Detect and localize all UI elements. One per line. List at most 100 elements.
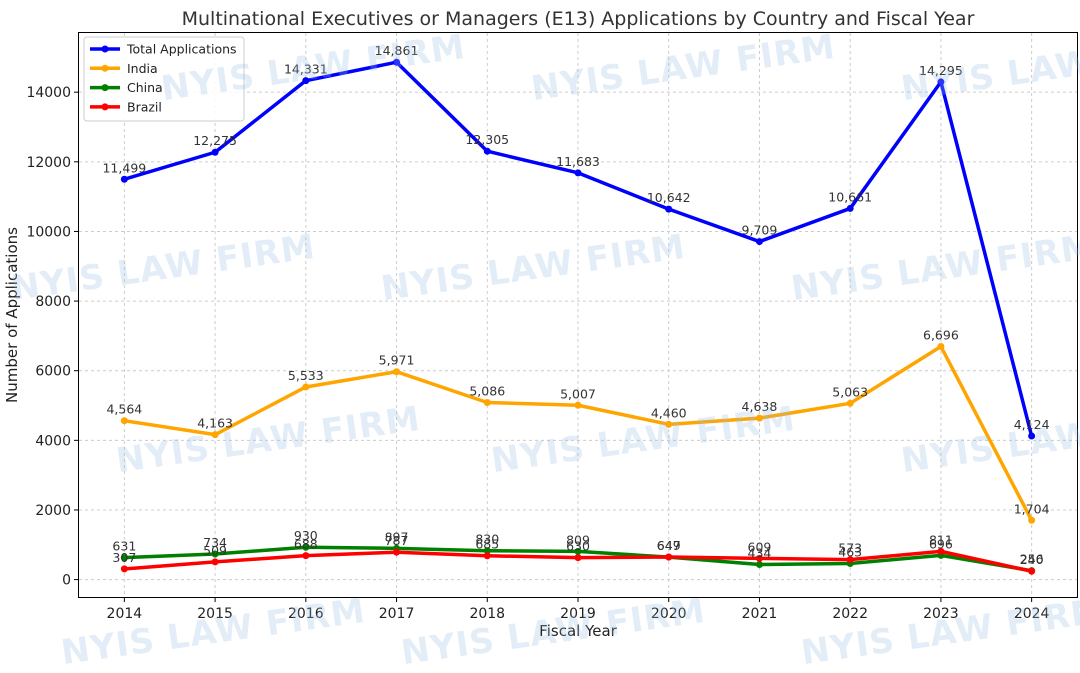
data-label: 811 (929, 532, 953, 547)
data-label: 11,683 (556, 154, 600, 169)
x-tick-label: 2017 (379, 606, 415, 622)
data-label: 5,086 (469, 384, 505, 399)
data-point (665, 420, 673, 428)
legend-marker (101, 45, 109, 53)
data-point (120, 417, 128, 425)
data-point (846, 204, 854, 212)
data-point (393, 58, 401, 66)
data-label: 696 (929, 536, 953, 551)
data-label: 5,063 (832, 384, 868, 399)
data-label: 9,709 (742, 223, 778, 238)
data-point (302, 77, 310, 85)
data-point (846, 556, 854, 564)
data-point (211, 550, 219, 558)
legend-marker (101, 64, 109, 72)
x-tick-label: 2019 (560, 606, 596, 622)
data-label: 12,305 (465, 132, 509, 147)
data-label: 5,007 (560, 386, 596, 401)
data-point (755, 414, 763, 422)
data-label: 5,533 (288, 368, 324, 383)
y-tick-label: 4000 (35, 433, 71, 449)
legend: Total Applications India China Brazil (83, 36, 245, 122)
legend-box (83, 36, 245, 122)
data-label: 6,696 (923, 327, 959, 342)
data-labels: 11,499 12,275 14,331 14,861 12,305 11,683 10,6… (102, 43, 1049, 567)
data-point (665, 553, 673, 561)
data-point (211, 558, 219, 566)
data-label: 573 (838, 541, 862, 556)
y-axis-label: Number of Applications (3, 227, 21, 403)
y-tick-label: 6000 (35, 364, 71, 380)
data-label: 787 (385, 533, 409, 548)
series-line (122, 344, 1034, 523)
legend-label: Brazil (127, 99, 162, 114)
data-label: 12,275 (193, 133, 237, 148)
data-label: 649 (657, 538, 681, 553)
data-label: 256 (1020, 552, 1044, 567)
data-point (1028, 567, 1036, 575)
legend-marker (101, 103, 109, 111)
legend-label: India (127, 61, 158, 76)
data-point (211, 148, 219, 156)
data-point (120, 554, 128, 562)
data-point (846, 399, 854, 407)
data-label: 5,971 (379, 353, 415, 368)
data-point (302, 552, 310, 560)
data-label: 609 (748, 539, 772, 554)
y-tick-label: 0 (62, 573, 71, 589)
data-label: 897 (385, 529, 409, 544)
x-axis-label: Fiscal Year (539, 622, 617, 640)
data-point (574, 401, 582, 409)
legend-label: China (127, 80, 163, 95)
data-point (483, 552, 491, 560)
data-label: 809 (566, 532, 590, 547)
data-label: 734 (203, 535, 227, 550)
data-point (574, 547, 582, 555)
data-label: 10,661 (828, 189, 872, 204)
y-tick-label: 10000 (26, 224, 71, 240)
data-label: 830 (475, 532, 499, 547)
line-chart: Multinational Executives or Managers (E1… (3, 8, 1078, 640)
y-tick-label: 2000 (35, 503, 71, 519)
data-label: 685 (475, 537, 499, 552)
data-label: 4,460 (651, 405, 687, 420)
x-tick-label: 2021 (742, 606, 778, 622)
data-point (302, 383, 310, 391)
data-label: 4,564 (106, 402, 142, 417)
data-point (211, 431, 219, 439)
data-point (120, 175, 128, 183)
data-point (483, 147, 491, 155)
grid (79, 33, 1077, 597)
data-point (1028, 516, 1036, 524)
x-tick-label: 2018 (469, 606, 505, 622)
data-label: 930 (294, 528, 318, 543)
data-point (574, 169, 582, 177)
data-label: 10,642 (647, 190, 691, 205)
data-label: 307 (112, 550, 136, 565)
data-label: 463 (838, 544, 862, 559)
data-point (483, 399, 491, 407)
legend-marker (101, 84, 109, 92)
x-tick-label: 2020 (651, 606, 687, 622)
data-point (302, 543, 310, 551)
x-tick-label: 2014 (107, 606, 143, 622)
x-tick-label: 2015 (197, 606, 233, 622)
data-label: 631 (112, 539, 136, 554)
x-tick-label: 2022 (832, 606, 868, 622)
data-point (665, 205, 673, 213)
data-point (393, 368, 401, 376)
data-point (937, 342, 945, 350)
data-label: 688 (294, 537, 318, 552)
data-label: 509 (203, 543, 227, 558)
y-tick-label: 8000 (35, 294, 71, 310)
data-label: 4,163 (197, 416, 233, 431)
data-label: 14,861 (375, 43, 419, 58)
data-label: 14,331 (284, 62, 328, 77)
data-point (574, 554, 582, 562)
data-label: 11,499 (102, 160, 146, 175)
x-tick-label: 2024 (1014, 606, 1050, 622)
data-label: 647 (657, 538, 681, 553)
data-point (755, 554, 763, 562)
legend-label: Total Applications (126, 42, 237, 57)
data-label: 240 (1020, 552, 1044, 567)
